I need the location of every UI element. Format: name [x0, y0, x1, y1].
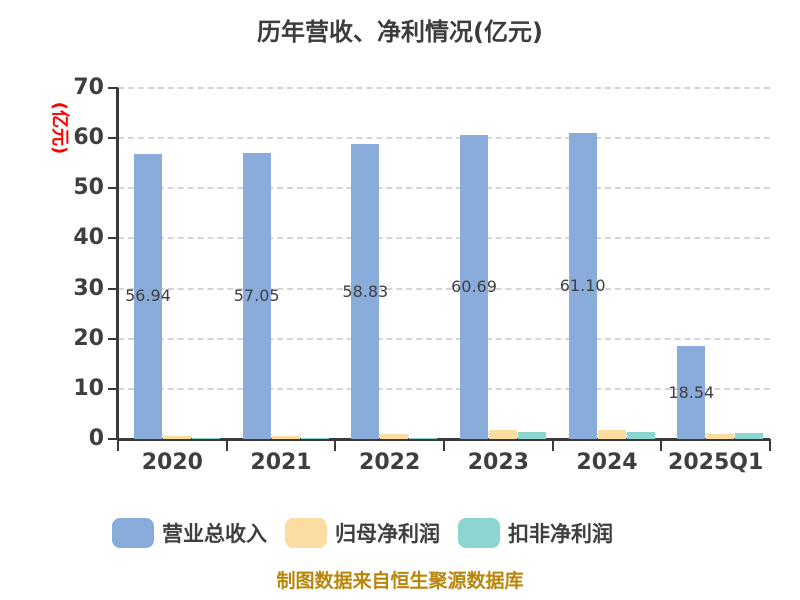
x-axis-tick-5 — [660, 439, 663, 451]
bar-2024-series1 — [597, 430, 626, 439]
y-tick-label-10: 10 — [73, 375, 104, 401]
x-tick-label-2021: 2021 — [250, 450, 312, 475]
y-axis-tick-60 — [108, 137, 118, 140]
bar-2022-series1 — [380, 434, 409, 439]
x-tick-label-2024: 2024 — [576, 450, 638, 475]
gridline-70 — [118, 87, 770, 89]
bar-2025Q1-series0 — [677, 346, 706, 439]
legend-swatch-0 — [112, 518, 154, 548]
y-tick-label-20: 20 — [73, 325, 104, 351]
y-tick-label-50: 50 — [73, 175, 104, 201]
bar-value-label-2022: 58.83 — [342, 281, 389, 301]
gridline-30 — [118, 287, 770, 290]
gridline-20 — [118, 337, 770, 340]
bar-2023-series1 — [489, 430, 517, 439]
legend-item-0: 营业总收入 — [112, 518, 267, 548]
y-tick-label-40: 40 — [73, 225, 104, 251]
x-tick-label-2025Q1: 2025Q1 — [668, 450, 764, 475]
legend-label-0: 营业总收入 — [162, 522, 267, 546]
y-axis-tick-40 — [108, 237, 118, 240]
x-axis-tick-4 — [551, 439, 554, 451]
x-axis-tick-6 — [769, 439, 771, 451]
y-axis-line — [116, 88, 119, 440]
bar-2020-series2 — [192, 438, 220, 439]
bar-2021-series1 — [271, 436, 300, 439]
footer-source-note: 制图数据来自恒生聚源数据库 — [276, 570, 524, 592]
y-axis-tick-10 — [108, 387, 118, 390]
bar-2022-series0 — [351, 144, 380, 439]
bar-2024-series2 — [626, 431, 655, 439]
x-axis-line — [117, 438, 770, 441]
y-axis-tick-70 — [108, 87, 118, 89]
x-axis-tick-1 — [225, 439, 228, 451]
x-axis-tick-2 — [334, 439, 337, 451]
gridline-60 — [118, 137, 770, 140]
y-axis-tick-30 — [108, 287, 118, 290]
gridline-10 — [118, 387, 770, 390]
bar-2023-series0 — [460, 134, 488, 439]
bar-2025Q1-series1 — [706, 434, 735, 439]
x-axis-tick-0 — [117, 439, 119, 451]
bar-value-label-2020: 56.94 — [125, 286, 171, 306]
bar-value-label-2024: 61.10 — [559, 275, 606, 295]
bar-2023-series2 — [518, 431, 546, 439]
bar-2020-series0 — [134, 153, 162, 439]
bar-2021-series2 — [300, 438, 329, 439]
legend-label-1: 归母净利润 — [335, 522, 440, 546]
chart-legend: 营业总收入 归母净利润 扣非净利润 — [112, 517, 631, 549]
gridline-40 — [118, 237, 770, 240]
legend-item-1: 归母净利润 — [285, 518, 440, 548]
x-tick-label-2023: 2023 — [467, 450, 529, 475]
y-axis-tick-50 — [108, 187, 118, 190]
bar-value-label-2021: 57.05 — [233, 285, 280, 305]
y-tick-label-30: 30 — [73, 275, 104, 301]
legend-label-2: 扣非净利润 — [508, 522, 613, 546]
x-tick-label-2020: 2020 — [141, 450, 203, 475]
chart-title: 历年营收、净利情况(亿元) — [257, 18, 543, 46]
y-tick-label-0: 0 — [88, 426, 104, 451]
legend-item-2: 扣非净利润 — [458, 518, 613, 548]
bar-value-label-2023: 60.69 — [451, 276, 497, 296]
plot-area: 56.94 57.05 58.83 60.69 61.10 18.54 — [108, 87, 771, 451]
x-axis-tick-3 — [443, 439, 445, 451]
bar-2025Q1-series2 — [735, 433, 764, 439]
y-tick-label-70: 70 — [73, 75, 104, 100]
bar-2022-series2 — [409, 438, 438, 439]
bar-2021-series0 — [242, 152, 271, 439]
y-axis-tick-20 — [108, 337, 118, 340]
gridline-50 — [118, 187, 770, 190]
x-tick-label-2022: 2022 — [359, 450, 421, 475]
y-tick-label-60: 60 — [73, 125, 104, 151]
legend-swatch-1 — [285, 518, 327, 548]
bar-value-label-2025Q1: 18.54 — [668, 382, 715, 402]
y-axis-tick-0 — [108, 438, 118, 440]
legend-swatch-2 — [458, 518, 500, 548]
bar-2024-series0 — [568, 132, 597, 439]
bar-2020-series1 — [163, 436, 191, 439]
